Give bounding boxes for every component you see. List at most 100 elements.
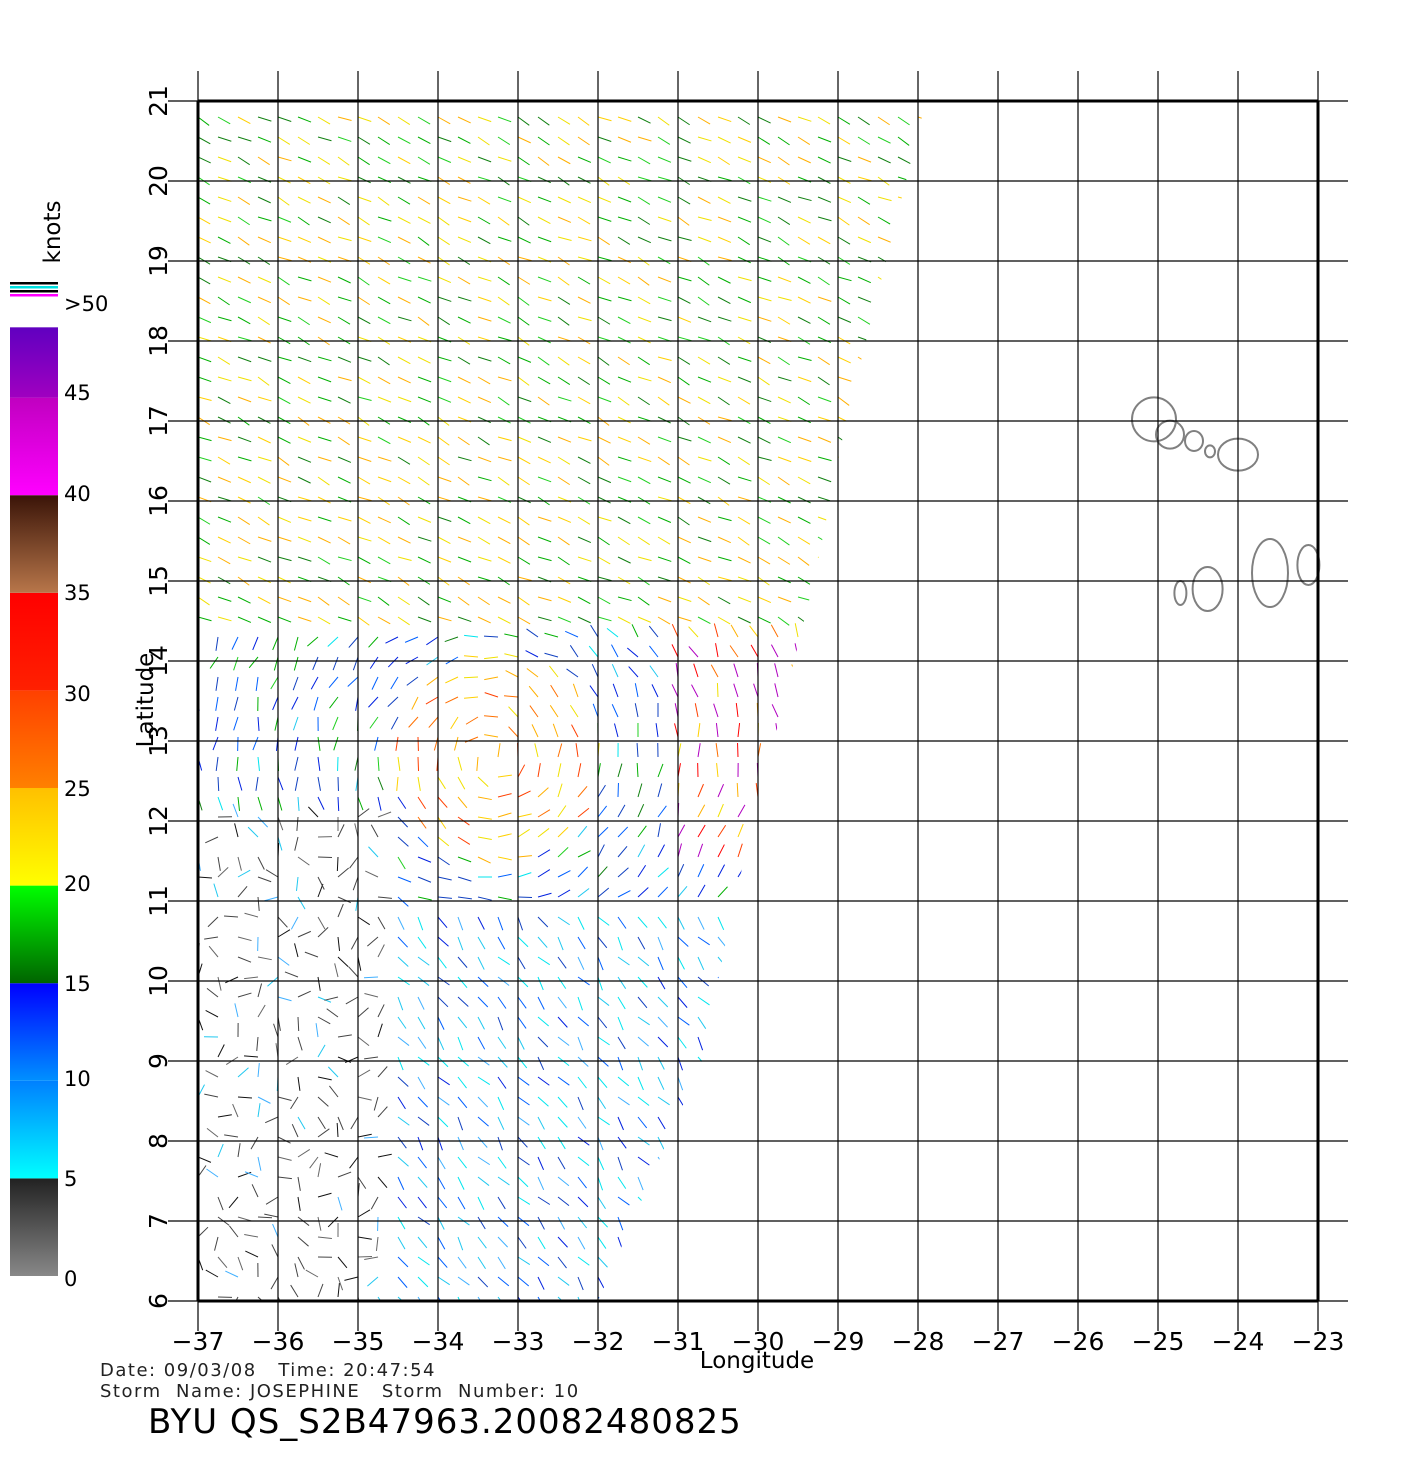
wind-vector	[797, 276, 811, 284]
wind-vector	[277, 536, 292, 542]
wind-vector	[717, 356, 731, 365]
wind-vector	[206, 1168, 219, 1178]
wind-vector	[397, 1216, 406, 1230]
wind-vector	[597, 296, 612, 302]
wind-vector	[657, 296, 672, 302]
wind-vector	[577, 1016, 590, 1027]
wind-vector	[777, 316, 791, 325]
wind-vector	[657, 936, 664, 951]
wind-vector	[257, 1156, 262, 1171]
wind-vector	[797, 616, 810, 626]
wind-vector	[537, 616, 552, 622]
wind-vector	[737, 723, 741, 738]
wind-vector	[293, 636, 299, 651]
wind-vector	[817, 376, 830, 386]
wind-vector	[357, 1133, 372, 1138]
wind-vector	[317, 756, 321, 771]
wind-vector	[370, 1196, 379, 1210]
wind-vector	[307, 806, 319, 818]
wind-vector	[897, 216, 912, 222]
wind-vector	[198, 296, 211, 305]
wind-vector	[697, 156, 711, 164]
wind-vector	[250, 1136, 259, 1150]
wind-vector	[477, 796, 492, 801]
wind-vector	[217, 976, 222, 991]
wind-vector	[457, 516, 471, 525]
wind-vector	[497, 1036, 507, 1049]
wind-vector	[517, 316, 530, 326]
wind-vector	[817, 116, 831, 125]
wind-vector	[517, 813, 532, 818]
wind-vector	[877, 296, 892, 302]
wind-vector	[484, 656, 499, 660]
wind-vector	[597, 1136, 604, 1151]
wind-vector	[397, 1036, 410, 1046]
wind-vector	[697, 884, 706, 898]
wind-vector	[797, 356, 812, 362]
wind-vector	[437, 376, 452, 383]
wind-vector	[628, 666, 639, 678]
wind-vector	[417, 996, 425, 1010]
wind-vector	[637, 1156, 650, 1166]
wind-vector	[297, 1196, 301, 1211]
wind-vector	[614, 723, 619, 738]
wind-vector	[277, 396, 291, 405]
wind-vector	[337, 236, 352, 242]
wind-vector	[477, 1176, 490, 1186]
wind-vector	[397, 936, 408, 948]
wind-vector	[657, 1076, 665, 1090]
wind-vector	[297, 1148, 311, 1158]
wind-vector	[697, 136, 712, 142]
wind-vector	[717, 416, 732, 422]
wind-vector	[217, 536, 231, 544]
wind-vector	[577, 356, 591, 365]
wind-vector	[677, 1076, 684, 1091]
wind-vector	[483, 635, 499, 638]
wind-vector	[337, 1196, 343, 1211]
wind-vector	[557, 216, 572, 223]
wind-vector	[426, 676, 439, 686]
wind-vector	[753, 683, 759, 698]
wind-vector	[657, 116, 670, 126]
wind-vector	[397, 796, 407, 809]
wind-vector	[577, 1036, 584, 1051]
wind-vector	[566, 668, 579, 678]
wind-vector	[677, 556, 691, 565]
wind-vector	[717, 116, 732, 123]
wind-vector	[577, 396, 591, 405]
wind-vector	[329, 1085, 339, 1098]
wind-vector	[497, 336, 512, 342]
wind-vector	[497, 1176, 510, 1186]
wind-vector	[617, 416, 631, 424]
wind-vector	[557, 976, 567, 989]
wind-vector	[637, 887, 649, 898]
wind-vector	[717, 936, 728, 949]
wind-vector	[457, 1156, 467, 1169]
colorbar-segment	[10, 885, 58, 984]
wind-vector	[277, 316, 292, 322]
wind-vector	[537, 809, 551, 818]
wind-vector	[257, 276, 272, 284]
wind-vector	[497, 1276, 510, 1287]
wind-vector	[697, 556, 712, 563]
wind-vector	[291, 696, 299, 710]
wind-vector	[417, 536, 432, 542]
wind-vector	[537, 376, 551, 385]
wind-vector	[617, 1096, 630, 1106]
wind-vector	[257, 576, 272, 584]
wind-vector	[857, 136, 871, 145]
wind-vector	[717, 156, 731, 166]
wind-vector	[877, 316, 892, 322]
wind-vector	[637, 1056, 644, 1071]
wind-vector	[357, 316, 371, 325]
wind-vector	[477, 816, 492, 820]
wind-vector	[537, 1236, 546, 1250]
wind-vector	[757, 136, 771, 145]
wind-vector	[537, 156, 550, 166]
wind-vector	[437, 1296, 447, 1301]
wind-vector	[857, 156, 872, 163]
wind-vector	[717, 783, 725, 798]
wind-vector	[577, 763, 582, 778]
wind-vector	[797, 376, 812, 383]
wind-vector	[417, 1076, 426, 1090]
